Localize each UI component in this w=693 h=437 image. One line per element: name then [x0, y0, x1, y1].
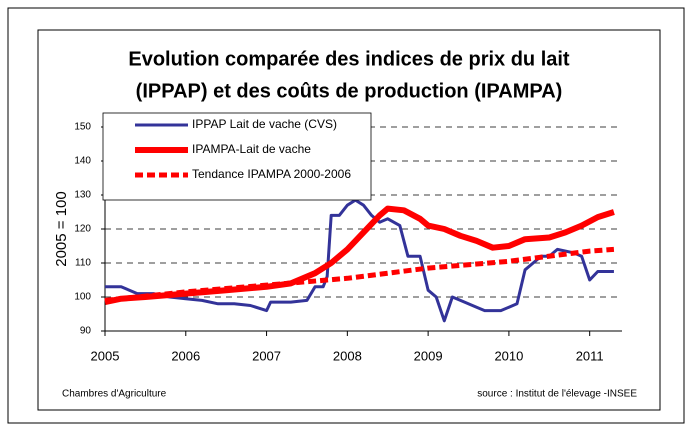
x-tick-label: 2009: [414, 348, 443, 363]
y-tick-label: 90: [80, 326, 92, 337]
legend-label: IPAMPA-Lait de vache: [192, 142, 311, 156]
chart-title: Evolution comparée des indices de prix d…: [128, 48, 570, 70]
series-line: [105, 198, 614, 323]
legend-label: IPPAP Lait de vache (CVS): [192, 117, 337, 131]
x-tick-label: 2008: [333, 348, 362, 363]
y-tick-label: 130: [74, 190, 91, 201]
y-tick-label: 100: [74, 292, 91, 303]
series-line: [104, 246, 615, 303]
x-tick-label: 2010: [494, 348, 523, 363]
y-tick-label: 150: [74, 122, 91, 133]
y-tick-label: 120: [74, 224, 91, 235]
y-tick-label: 110: [75, 258, 91, 269]
x-tick-label: 2006: [171, 348, 200, 363]
legend-box: [102, 112, 372, 201]
y-axis-label: 2005 = 100: [53, 191, 70, 267]
x-tick-label: 2011: [576, 348, 604, 363]
source-right: source : Institut de l'élevage -INSEE: [477, 389, 637, 400]
x-tick-label: 2005: [91, 348, 120, 363]
chart-frame: [37, 29, 661, 411]
x-tick-label: 2007: [252, 348, 281, 363]
source-left: Chambres d'Agriculture: [62, 389, 167, 400]
legend-label: Tendance IPAMPA 2000-2006: [192, 167, 351, 181]
chart-title: (IPPAP) et des coûts de production (IPAM…: [136, 80, 563, 102]
y-tick-label: 140: [74, 156, 91, 167]
